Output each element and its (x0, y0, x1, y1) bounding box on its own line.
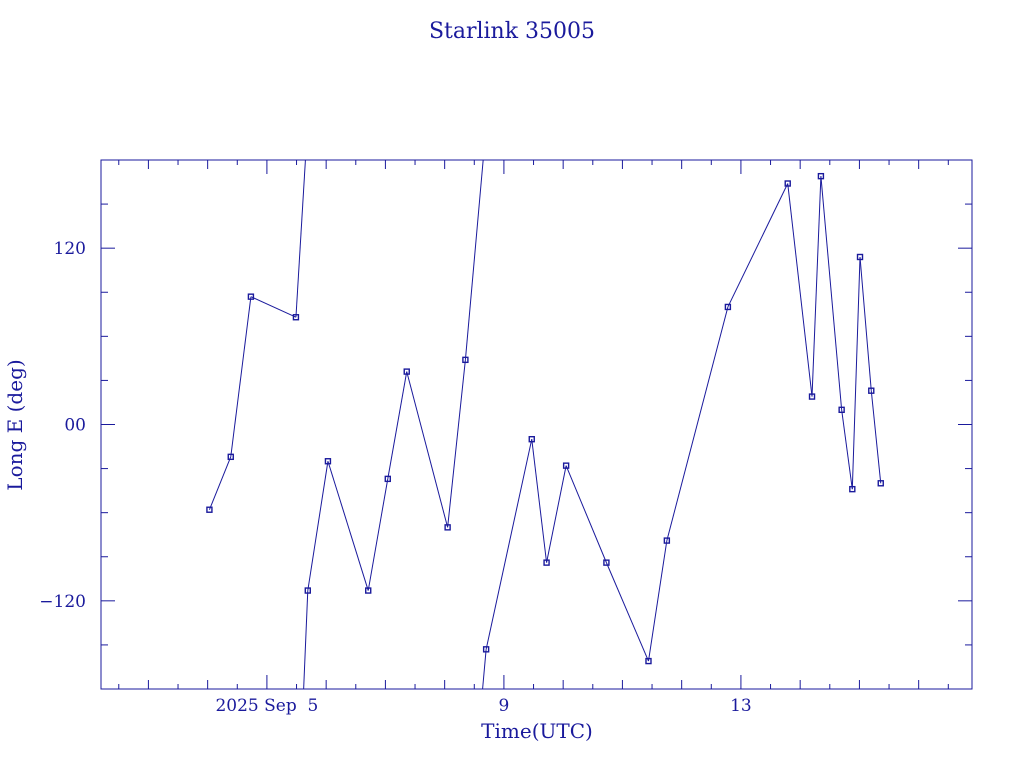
data-point (808, 393, 816, 400)
x-tick-label: 13 (730, 696, 752, 716)
series-segment (250, 296, 297, 318)
data-point (292, 314, 300, 321)
series-segment (482, 649, 487, 690)
data-point (603, 559, 610, 566)
data-point (528, 435, 535, 443)
series-segment (447, 359, 466, 528)
data-point (206, 506, 213, 513)
data-point (838, 406, 845, 414)
data-point (856, 253, 864, 261)
data-point (403, 368, 410, 375)
x-tick-label: 9 (498, 696, 509, 716)
series-segment (208, 456, 232, 510)
chart-title: Starlink 35005 (429, 19, 595, 44)
y-tick-label: 00 (64, 416, 86, 436)
plot-frame (100, 159, 973, 690)
data-point (247, 293, 255, 300)
data-point (817, 172, 825, 180)
data-point (444, 524, 451, 531)
data-point (724, 303, 732, 311)
series-segment (787, 183, 813, 397)
series-segment (327, 461, 369, 591)
series-segment (605, 562, 649, 662)
series-segment (546, 465, 567, 563)
y-axis-label: Long E (deg) (3, 359, 27, 490)
series-segment (811, 176, 822, 397)
y-tick-label: −120 (39, 592, 86, 612)
data-point (868, 387, 875, 394)
data-point (543, 559, 550, 566)
series-segment (464, 159, 484, 360)
y-tick-label: 120 (54, 239, 86, 259)
series-segment (387, 371, 408, 479)
series-segment (859, 256, 872, 391)
series-segment (295, 159, 306, 318)
data-point (645, 657, 652, 665)
series-segment (406, 371, 449, 528)
y-tick-labels: 120 00 −120 (39, 239, 86, 612)
series-segment (647, 540, 668, 662)
series-segment (367, 478, 389, 591)
data-point (849, 485, 856, 493)
data-point (462, 356, 469, 364)
x-tick-labels: 2025 Sep 5 9 13 (215, 696, 751, 716)
series-segment (820, 176, 843, 410)
series-segment (870, 390, 882, 484)
data-point (663, 537, 671, 544)
series-segment (565, 465, 607, 563)
data-point (562, 462, 570, 469)
x-tick-label: 2025 Sep 5 (215, 696, 318, 716)
data-point (227, 453, 234, 461)
data-point (365, 587, 372, 594)
data-point (384, 475, 391, 483)
series-segment (485, 439, 533, 650)
series-segment (307, 461, 329, 591)
series-segment (303, 590, 309, 690)
series-segment (230, 296, 252, 457)
data-point (877, 480, 884, 487)
data-point (482, 646, 490, 653)
series-segment (666, 306, 729, 541)
series-segment (531, 439, 548, 563)
data-point (304, 587, 311, 594)
series-segment (841, 409, 853, 490)
series-segment (851, 256, 861, 490)
series-layer (206, 159, 884, 690)
series-segment (727, 183, 789, 308)
data-point (784, 180, 791, 187)
tick-marks (101, 160, 972, 689)
data-point (324, 458, 332, 465)
x-axis-label: Time(UTC) (481, 719, 593, 743)
